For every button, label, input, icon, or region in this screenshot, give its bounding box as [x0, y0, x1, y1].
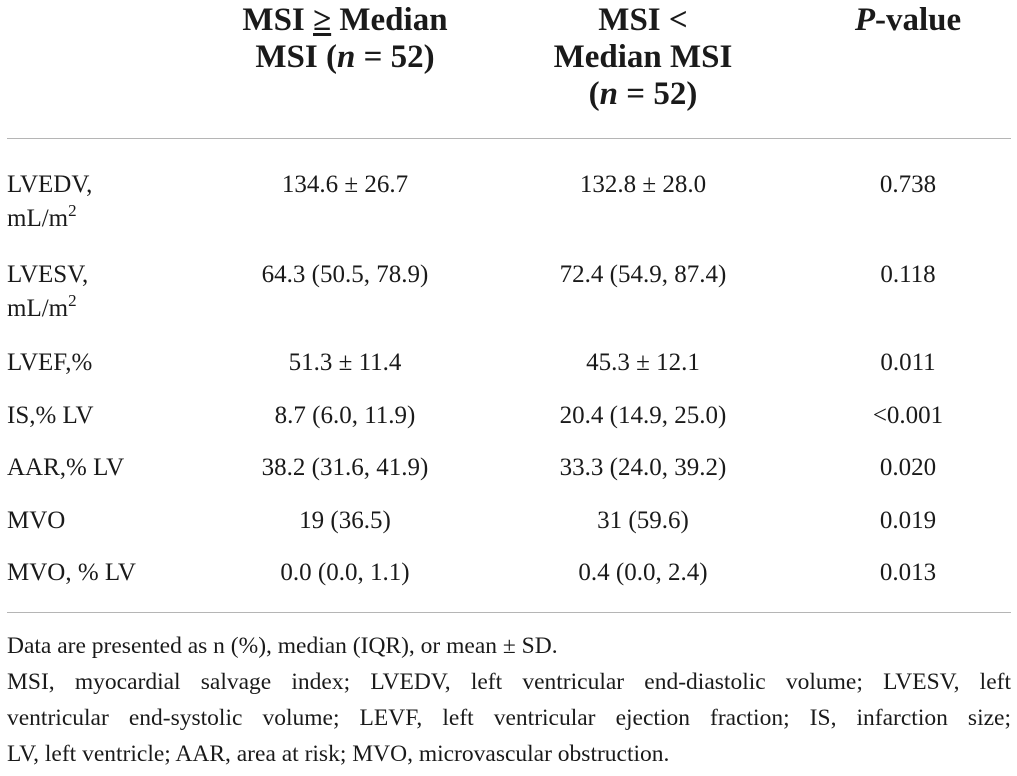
- header-text: MSI: [242, 2, 314, 38]
- column-header-msi-ge-median: MSI ≥ Median MSI (n = 52): [214, 2, 476, 76]
- cell-p-value: <0.001: [872, 402, 944, 429]
- cell-msi-ge-median: 51.3 ± 11.4: [288, 349, 402, 376]
- column-header-line: MSI ≥ Median: [214, 2, 476, 39]
- cell-p-value: 0.020: [879, 454, 937, 481]
- row-label: LVEDV, mL/m2: [7, 168, 207, 236]
- cell-p-value: 0.013: [879, 559, 937, 586]
- cell-p-value: 0.019: [879, 507, 937, 534]
- cell-msi-lt-median: 45.3 ± 12.1: [586, 349, 700, 376]
- row-label-unit: mL/m: [7, 205, 69, 232]
- row-label-line: LVEDV,: [7, 171, 93, 198]
- cell-msi-ge-median: 64.3 (50.5, 78.9): [261, 261, 429, 288]
- cell-msi-lt-median: 72.4 (54.9, 87.4): [559, 261, 727, 288]
- header-divider: [7, 138, 1011, 139]
- cell-msi-lt-median: 0.4 (0.0, 2.4): [578, 559, 708, 586]
- header-text: -value: [875, 2, 962, 38]
- row-label-line: mL/m2: [7, 292, 207, 326]
- row-label: IS,% LV: [7, 402, 94, 429]
- footnote-line: Data are presented as n (%), median (IQR…: [7, 633, 558, 659]
- header-italic-n: n: [599, 76, 619, 112]
- row-label-line: LVESV,: [7, 261, 89, 288]
- footnote-line: ventricular end-systolic volume; LEVF, l…: [7, 705, 1011, 731]
- cell-p-value: 0.118: [880, 261, 936, 288]
- header-text: MSI (: [255, 39, 337, 75]
- footer-divider: [7, 612, 1011, 613]
- cell-p-value: 0.011: [880, 349, 936, 376]
- greater-equal-symbol: ≥: [313, 2, 332, 38]
- column-header-line: MSI (n = 52): [214, 39, 476, 76]
- header-text: = 52): [618, 76, 698, 112]
- header-text: = 52): [355, 39, 435, 75]
- cell-msi-lt-median: 20.4 (14.9, 25.0): [559, 402, 727, 429]
- header-italic-n: n: [336, 39, 356, 75]
- cell-msi-lt-median: 33.3 (24.0, 39.2): [559, 454, 727, 481]
- row-label: MVO: [7, 507, 66, 534]
- column-header-msi-lt-median: MSI < Median MSI (n = 52): [510, 2, 776, 113]
- row-label: MVO, % LV: [7, 559, 136, 586]
- footnote-line: LV, left ventricle; AAR, area at risk; M…: [7, 741, 670, 767]
- cell-msi-ge-median: 38.2 (31.6, 41.9): [261, 454, 429, 481]
- row-label-unit: mL/m: [7, 295, 69, 322]
- column-header-line: MSI <: [598, 2, 688, 38]
- cell-msi-ge-median: 134.6 ± 26.7: [281, 171, 409, 198]
- header-text: Median: [331, 2, 448, 38]
- row-label: LVESV, mL/m2: [7, 258, 207, 326]
- cell-msi-ge-median: 19 (36.5): [299, 507, 391, 534]
- superscript: 2: [68, 201, 77, 220]
- row-label-line: mL/m2: [7, 202, 207, 236]
- row-label: AAR,% LV: [7, 454, 125, 481]
- column-header-line: P-value: [810, 2, 1006, 39]
- column-header-line: Median MSI: [553, 39, 733, 75]
- header-italic-p: P: [854, 2, 875, 38]
- footnote-line: MSI, myocardial salvage index; LVEDV, le…: [7, 669, 1011, 695]
- cell-msi-lt-median: 31 (59.6): [597, 507, 689, 534]
- column-header-p-value: P-value: [810, 2, 1006, 39]
- superscript: 2: [68, 291, 77, 310]
- header-text: (: [588, 76, 600, 112]
- cell-msi-ge-median: 8.7 (6.0, 11.9): [274, 402, 416, 429]
- row-label: LVEF,%: [7, 349, 93, 376]
- table-footnotes: Data are presented as n (%), median (IQR…: [7, 628, 1011, 772]
- cell-p-value: 0.738: [879, 171, 937, 198]
- column-header-line: (n = 52): [510, 76, 776, 113]
- cell-msi-lt-median: 132.8 ± 28.0: [579, 171, 707, 198]
- cell-msi-ge-median: 0.0 (0.0, 1.1): [280, 559, 410, 586]
